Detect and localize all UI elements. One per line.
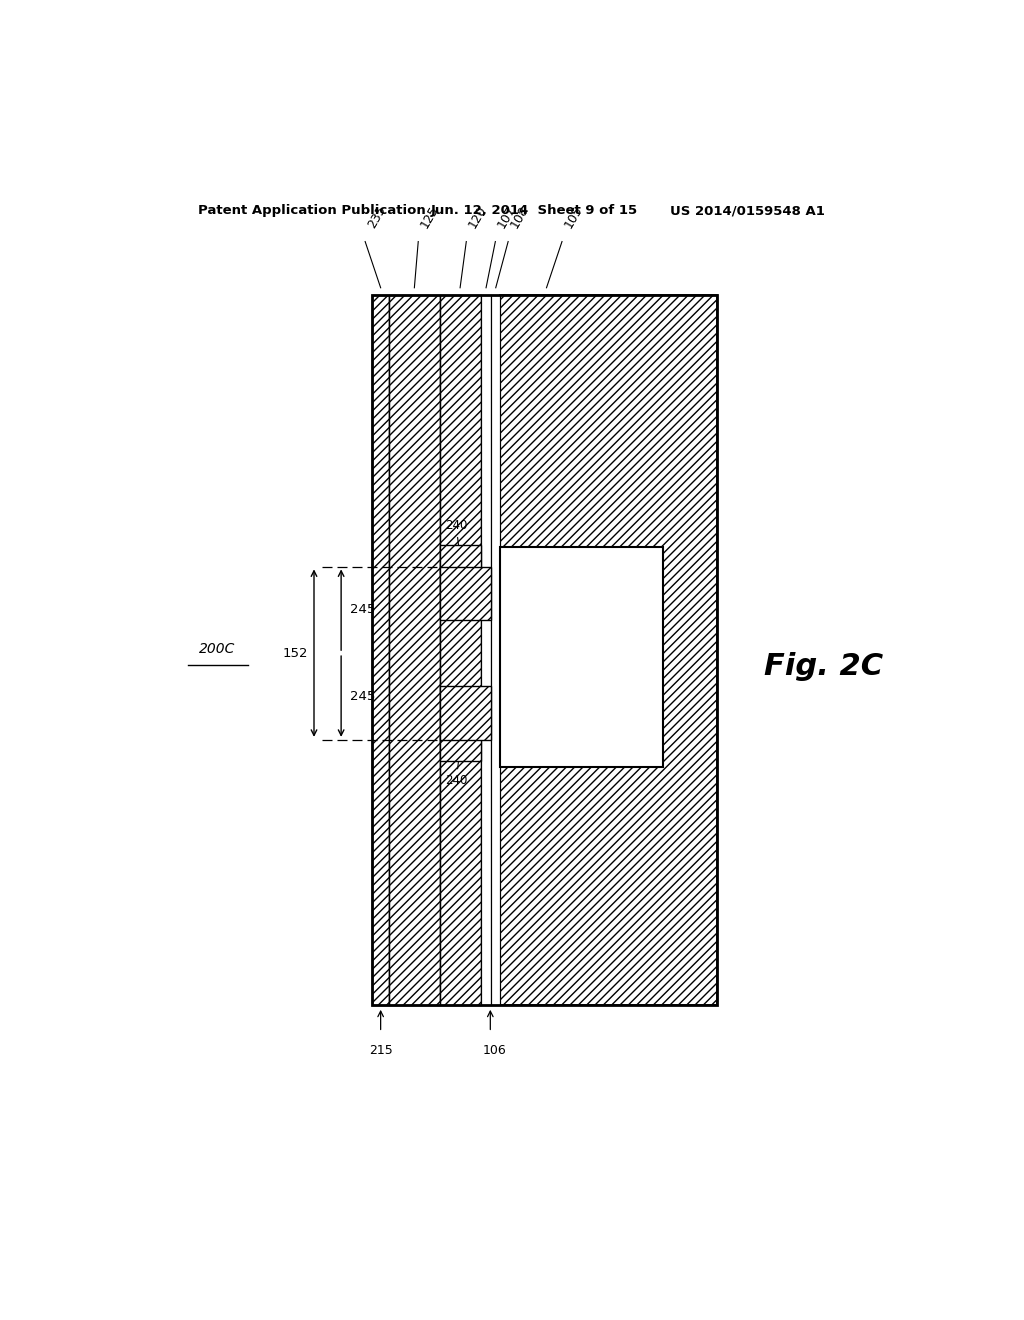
Text: 240: 240 — [445, 751, 467, 788]
Text: 110: 110 — [564, 645, 591, 660]
Text: 250: 250 — [459, 557, 480, 590]
Text: 107: 107 — [496, 203, 518, 230]
Bar — [439, 566, 492, 620]
Bar — [372, 296, 389, 1006]
Text: 106: 106 — [482, 1044, 506, 1057]
Text: 125: 125 — [418, 203, 441, 230]
Text: 245: 245 — [350, 603, 376, 616]
Text: 245: 245 — [350, 690, 376, 704]
Bar — [389, 296, 439, 1006]
Text: 240: 240 — [445, 519, 467, 554]
Bar — [500, 296, 717, 1006]
Text: Fig. 2C: Fig. 2C — [764, 652, 883, 681]
Bar — [439, 734, 480, 762]
Bar — [439, 686, 492, 739]
Bar — [480, 296, 492, 1006]
Bar — [500, 548, 663, 767]
Text: Jun. 12, 2014  Sheet 9 of 15: Jun. 12, 2014 Sheet 9 of 15 — [430, 205, 637, 218]
Text: Patent Application Publication: Patent Application Publication — [198, 205, 426, 218]
Bar — [439, 296, 480, 1006]
Text: 108: 108 — [508, 203, 531, 230]
Text: 250: 250 — [459, 717, 480, 748]
Text: 235: 235 — [366, 203, 388, 230]
Bar — [372, 296, 717, 1006]
Text: 120: 120 — [466, 203, 489, 230]
Text: 105: 105 — [562, 203, 585, 230]
Text: 200C: 200C — [199, 643, 236, 656]
Text: US 2014/0159548 A1: US 2014/0159548 A1 — [671, 205, 825, 218]
Bar — [439, 545, 480, 573]
Text: 215: 215 — [369, 1044, 392, 1057]
Text: 152: 152 — [283, 647, 308, 660]
Bar — [492, 296, 500, 1006]
